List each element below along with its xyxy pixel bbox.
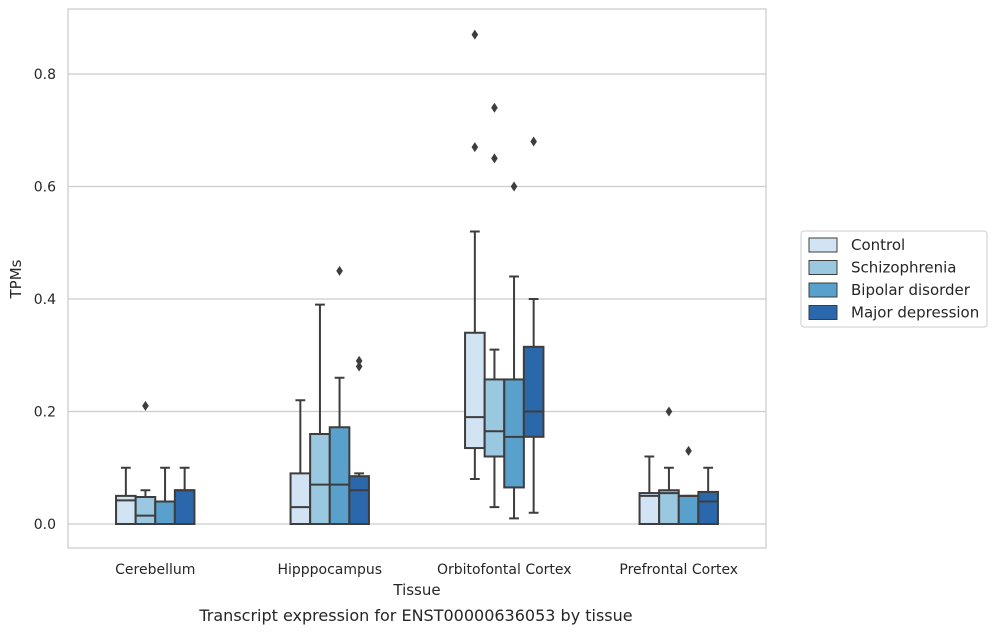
legend-swatch xyxy=(808,260,838,275)
figure-caption: Transcript expression for ENST0000063605… xyxy=(199,606,633,625)
box xyxy=(522,136,545,514)
y-tick-label: 0.6 xyxy=(34,180,56,196)
box xyxy=(154,466,176,525)
outlier-point xyxy=(530,136,537,147)
outlier-point xyxy=(491,102,498,113)
box-body xyxy=(697,490,719,525)
legend-label: Major depression xyxy=(851,304,979,322)
box-group xyxy=(115,400,196,525)
box-body xyxy=(503,378,525,489)
box xyxy=(328,265,351,525)
box-body xyxy=(348,475,370,525)
box xyxy=(134,400,157,525)
box-body xyxy=(328,426,351,525)
box xyxy=(173,466,196,525)
box-body xyxy=(134,496,157,525)
outlier-point xyxy=(471,142,479,153)
box-body xyxy=(173,489,196,525)
legend-label: Schizophrenia xyxy=(851,259,956,277)
box-body xyxy=(289,472,312,525)
box-group xyxy=(464,29,545,520)
outlier-point xyxy=(491,153,498,164)
y-tick-label: 0.0 xyxy=(34,517,56,533)
y-tick-label: 0.4 xyxy=(34,292,56,308)
y-axis: 0.0 0.2 0.4 0.6 0.8 xyxy=(34,67,56,533)
box xyxy=(309,303,331,525)
y-tick-label: 0.2 xyxy=(34,405,56,421)
x-axis: Cerebellum Hipppocampus Orbitofontal Corte… xyxy=(115,562,738,578)
x-tick-label: Orbitofontal Cortex xyxy=(437,562,572,578)
box xyxy=(677,445,700,525)
outlier-point xyxy=(142,400,149,411)
box xyxy=(115,466,137,525)
box xyxy=(289,399,312,525)
box-body xyxy=(309,433,331,525)
box-body xyxy=(677,494,700,525)
box-body xyxy=(522,345,545,438)
outlier-point xyxy=(665,406,673,417)
x-tick-label: Hipppocampus xyxy=(277,562,382,578)
outlier-point xyxy=(471,29,479,40)
box-body xyxy=(464,331,486,450)
box xyxy=(658,406,680,525)
legend-swatch xyxy=(808,237,838,253)
box xyxy=(464,29,486,480)
legend: Control Schizophrenia Bipolar disorder Majo… xyxy=(800,230,988,328)
y-axis-label: TPMs xyxy=(7,259,25,299)
box xyxy=(697,466,719,525)
box-body xyxy=(658,489,680,525)
box-body xyxy=(154,500,176,525)
box xyxy=(483,102,506,509)
box-groups xyxy=(115,29,719,525)
x-axis-label: Tissue xyxy=(392,581,440,599)
box xyxy=(638,455,661,525)
y-tick-label: 0.8 xyxy=(34,67,56,83)
outlier-point xyxy=(355,361,363,372)
plot-frame xyxy=(67,8,767,549)
outlier-point xyxy=(685,445,692,456)
box xyxy=(503,181,525,520)
x-tick-label: Cerebellum xyxy=(115,562,195,578)
legend-label: Control xyxy=(851,236,905,254)
box-group xyxy=(638,406,719,525)
legend-frame xyxy=(800,230,988,328)
legend-label: Bipolar disorder xyxy=(851,281,971,299)
box xyxy=(348,355,370,525)
legend-swatch xyxy=(808,282,838,298)
box-body xyxy=(483,378,506,458)
box-body xyxy=(638,492,661,525)
gridlines xyxy=(68,73,766,525)
outlier-point xyxy=(510,181,518,192)
x-tick-label: Prefrontal Cortex xyxy=(619,562,738,578)
outlier-point xyxy=(336,265,343,276)
outlier-point xyxy=(355,355,363,366)
box-group xyxy=(289,265,370,525)
legend-swatch xyxy=(808,305,838,320)
